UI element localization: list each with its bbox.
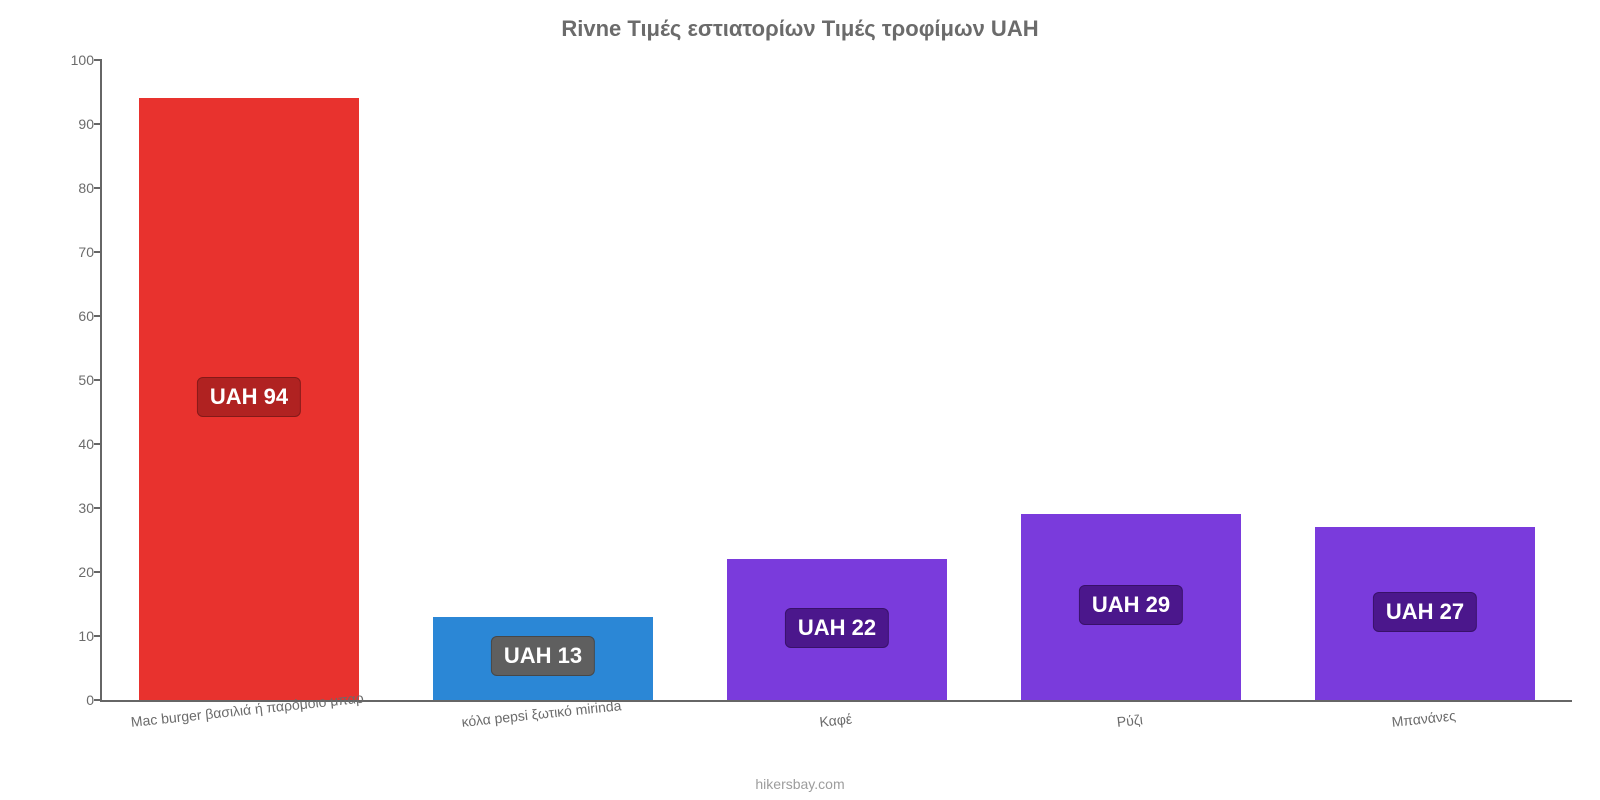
x-tick-label: κόλα pepsi ξωτικό mirinda — [461, 697, 622, 730]
source-caption: hikersbay.com — [0, 776, 1600, 792]
y-tick-label: 90 — [54, 116, 94, 132]
bar-value-label: UAH 29 — [1079, 585, 1183, 625]
y-tick-label: 40 — [54, 436, 94, 452]
x-tick-label: Μπανάνες — [1391, 707, 1457, 730]
bars-layer: UAH 94 UAH 13 UAH 22 UAH 29 UAH 27 — [102, 60, 1572, 700]
y-tick-label: 50 — [54, 372, 94, 388]
bar-value-label: UAH 27 — [1373, 592, 1477, 632]
x-tick-label: Ρύζι — [1116, 711, 1144, 730]
y-tick-label: 0 — [54, 692, 94, 708]
bar-value-label: UAH 13 — [491, 636, 595, 676]
bar-value-label: UAH 94 — [197, 377, 301, 417]
y-tick-label: 80 — [54, 180, 94, 196]
x-tick-label: Καφέ — [819, 711, 853, 730]
y-tick-label: 70 — [54, 244, 94, 260]
bar-value-label: UAH 22 — [785, 608, 889, 648]
y-tick-label: 20 — [54, 564, 94, 580]
chart-container: Rivne Τιμές εστιατορίων Τιμές τροφίμων U… — [0, 0, 1600, 800]
chart-title: Rivne Τιμές εστιατορίων Τιμές τροφίμων U… — [0, 16, 1600, 42]
y-tick-label: 100 — [54, 52, 94, 68]
y-tick-label: 30 — [54, 500, 94, 516]
plot-area: UAH 94 UAH 13 UAH 22 UAH 29 UAH 27 — [100, 60, 1572, 702]
y-tick-label: 60 — [54, 308, 94, 324]
y-tick-label: 10 — [54, 628, 94, 644]
